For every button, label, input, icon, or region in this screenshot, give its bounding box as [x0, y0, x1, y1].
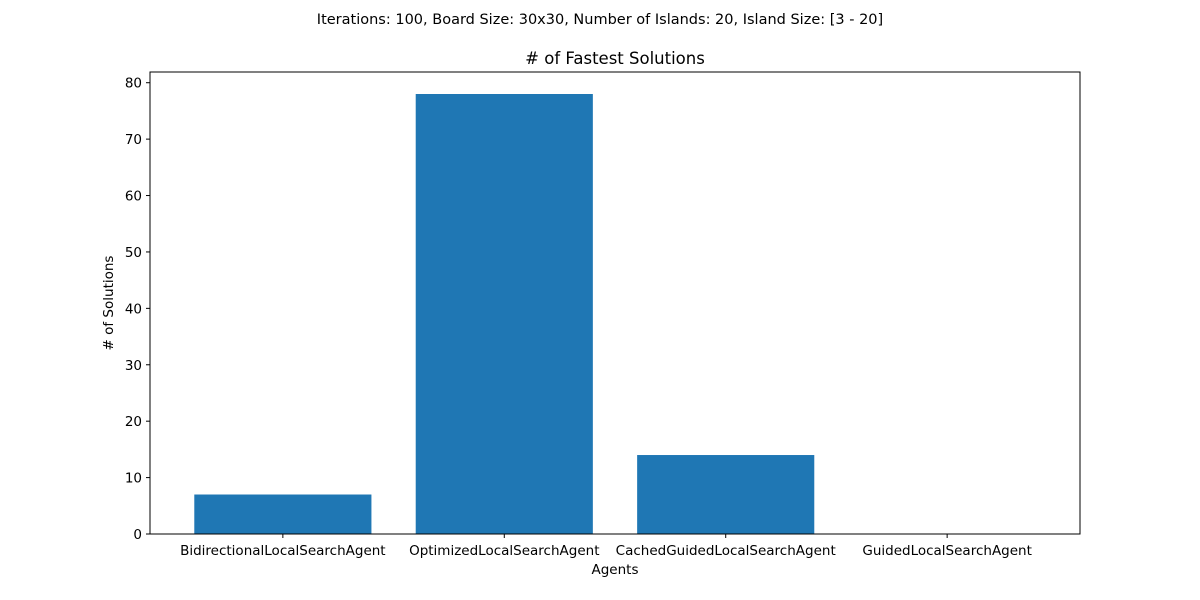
bars-layer	[194, 94, 815, 534]
y-tick-label-6: 60	[125, 189, 142, 205]
x-axis-label: Agents	[592, 562, 639, 578]
y-tick-label-0: 0	[133, 527, 142, 543]
x-tick-label-1: OptimizedLocalSearchAgent	[409, 543, 599, 559]
figure-suptitle: Iterations: 100, Board Size: 30x30, Numb…	[317, 12, 883, 28]
y-axis-label: # of Solutions	[101, 256, 117, 351]
y-tick-label-2: 20	[125, 414, 142, 430]
chart-title: # of Fastest Solutions	[525, 49, 705, 68]
y-tick-label-4: 40	[125, 301, 142, 317]
y-tick-label-1: 10	[125, 471, 142, 487]
x-tick-label-3: GuidedLocalSearchAgent	[862, 543, 1032, 559]
bar-2	[637, 455, 815, 534]
bar-1	[415, 94, 593, 534]
y-tick-label-8: 80	[125, 76, 142, 92]
bar-0	[194, 494, 372, 534]
x-tick-label-0: BidirectionalLocalSearchAgent	[180, 543, 386, 559]
x-tick-label-2: CachedGuidedLocalSearchAgent	[616, 543, 836, 559]
axes-frame	[149, 71, 1081, 535]
ticks-layer: BidirectionalLocalSearchAgent OptimizedLo…	[125, 76, 1032, 559]
y-tick-label-7: 70	[125, 132, 142, 148]
y-tick-label-3: 30	[125, 358, 142, 374]
y-tick-label-5: 50	[125, 245, 142, 261]
